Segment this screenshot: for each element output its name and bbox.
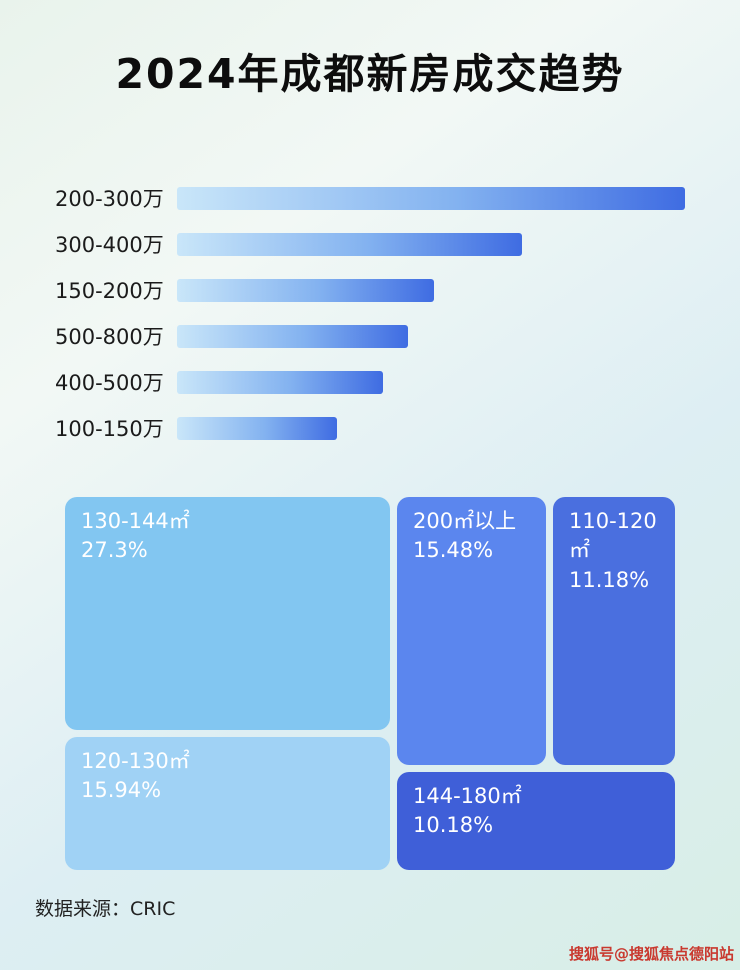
bar bbox=[177, 186, 685, 210]
block-percent: 27.3% bbox=[81, 538, 148, 563]
block-percent: 10.18% bbox=[413, 813, 494, 838]
bar bbox=[177, 278, 434, 302]
block-label: 144-180㎡ bbox=[413, 784, 522, 808]
bar-track bbox=[177, 186, 685, 210]
bar-row: 150-200万 bbox=[55, 267, 685, 313]
bar-track bbox=[177, 232, 685, 256]
bar-track bbox=[177, 416, 685, 440]
bar bbox=[177, 324, 408, 348]
chart-title: 2024年成都新房成交趋势 bbox=[115, 50, 625, 98]
treemap-block: 120-130㎡ 15.94% bbox=[65, 737, 390, 870]
bar-row: 200-300万 bbox=[55, 175, 685, 221]
treemap-block: 110-120㎡ 11.18% bbox=[553, 497, 675, 765]
block-label: 130-144㎡ bbox=[81, 509, 190, 533]
bar-track bbox=[177, 278, 685, 302]
bar bbox=[177, 370, 384, 394]
bar-row: 100-150万 bbox=[55, 405, 685, 451]
area-treemap: 130-144㎡ 27.3% 200㎡以上 15.48% 110-120㎡ 11… bbox=[65, 497, 675, 870]
block-label: 120-130㎡ bbox=[81, 749, 190, 773]
bar-label: 150-200万 bbox=[55, 279, 164, 303]
block-percent: 15.48% bbox=[413, 538, 494, 563]
bar-track bbox=[177, 370, 685, 394]
bar-label: 200-300万 bbox=[55, 187, 164, 211]
block-percent: 11.18% bbox=[569, 567, 650, 592]
bar-row: 300-400万 bbox=[55, 221, 685, 267]
price-range-bar-chart: 200-300万 300-400万 150-200万 500-800万 400-… bbox=[55, 175, 685, 451]
bar bbox=[177, 416, 338, 440]
bar-label: 500-800万 bbox=[55, 325, 164, 349]
treemap-block: 130-144㎡ 27.3% bbox=[65, 497, 390, 730]
block-label: 110-120㎡ bbox=[569, 509, 657, 563]
bar-track bbox=[177, 324, 685, 348]
bar-label: 300-400万 bbox=[55, 233, 164, 257]
bar-label: 100-150万 bbox=[55, 417, 164, 441]
bar-row: 500-800万 bbox=[55, 313, 685, 359]
bar-row: 400-500万 bbox=[55, 359, 685, 405]
data-source-label: 数据来源：CRIC bbox=[35, 898, 176, 920]
block-percent: 15.94% bbox=[81, 778, 162, 803]
treemap-block: 144-180㎡ 10.18% bbox=[397, 772, 675, 870]
bar-label: 400-500万 bbox=[55, 371, 164, 395]
watermark: 搜狐号@搜狐焦点德阳站 bbox=[568, 945, 734, 963]
treemap-block: 200㎡以上 15.48% bbox=[397, 497, 546, 765]
block-label: 200㎡以上 bbox=[413, 509, 517, 533]
bar bbox=[177, 232, 523, 256]
